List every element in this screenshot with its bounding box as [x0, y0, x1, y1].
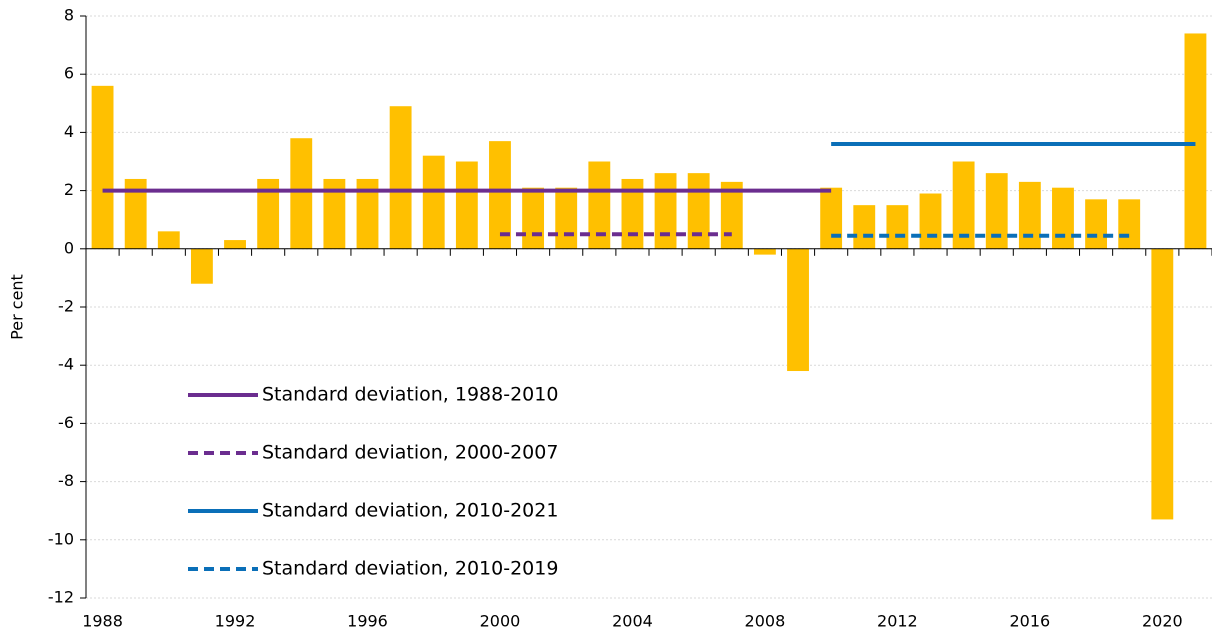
bar — [555, 187, 578, 249]
x-tick-label: 2000 — [480, 612, 521, 631]
x-tick-label: 2020 — [1142, 612, 1183, 631]
bar — [753, 248, 776, 255]
x-tick-label: 2016 — [1009, 612, 1050, 631]
bar — [1151, 248, 1174, 520]
bar — [720, 181, 743, 249]
x-tick-label: 1996 — [347, 612, 388, 631]
bar — [886, 205, 909, 249]
bar — [91, 85, 114, 249]
y-tick-label: -6 — [58, 413, 74, 432]
bar — [1052, 187, 1074, 249]
x-tick-label: 2012 — [877, 612, 918, 631]
bar — [1018, 181, 1041, 249]
legend-label: Standard deviation, 1988-2010 — [262, 384, 558, 406]
bar — [323, 178, 346, 249]
y-tick-label: -2 — [58, 297, 74, 316]
y-tick-label: -12 — [48, 588, 74, 607]
bar — [356, 178, 379, 249]
y-tick-label: 2 — [64, 180, 74, 199]
bar — [489, 141, 511, 249]
y-tick-label: -10 — [48, 529, 74, 548]
bar — [422, 155, 445, 249]
bar — [1118, 199, 1141, 249]
bar — [389, 106, 412, 249]
bar — [1184, 33, 1207, 249]
bar — [952, 161, 975, 249]
y-tick-label: 4 — [64, 122, 74, 141]
bar — [820, 187, 843, 249]
bar — [588, 161, 611, 249]
legend-label: Standard deviation, 2010-2019 — [262, 558, 558, 580]
bar — [157, 231, 180, 249]
y-tick-label: 6 — [64, 64, 74, 83]
bar — [654, 173, 677, 249]
y-axis-label: Per cent — [8, 274, 27, 340]
bar — [257, 178, 280, 249]
x-tick-label: 2004 — [612, 612, 653, 631]
y-tick-label: 0 — [64, 238, 74, 257]
legend-label: Standard deviation, 2010-2021 — [262, 500, 558, 522]
bar — [919, 193, 942, 249]
bar — [985, 173, 1008, 249]
x-tick-label: 2008 — [745, 612, 786, 631]
y-tick-label: -8 — [58, 471, 74, 490]
bar — [190, 248, 213, 284]
y-tick-label: 8 — [64, 6, 74, 25]
bar — [787, 248, 809, 372]
x-tick-label: 1992 — [215, 612, 256, 631]
bar — [687, 173, 710, 249]
bar — [124, 178, 147, 249]
bar — [853, 205, 876, 249]
bar — [1085, 199, 1108, 249]
y-tick-label: -4 — [58, 355, 74, 374]
bar — [621, 178, 644, 249]
bar — [290, 138, 313, 249]
x-tick-label: 1988 — [82, 612, 123, 631]
bar — [522, 187, 545, 249]
bar — [455, 161, 478, 249]
bar — [224, 240, 246, 249]
legend-label: Standard deviation, 2000-2007 — [262, 442, 558, 464]
